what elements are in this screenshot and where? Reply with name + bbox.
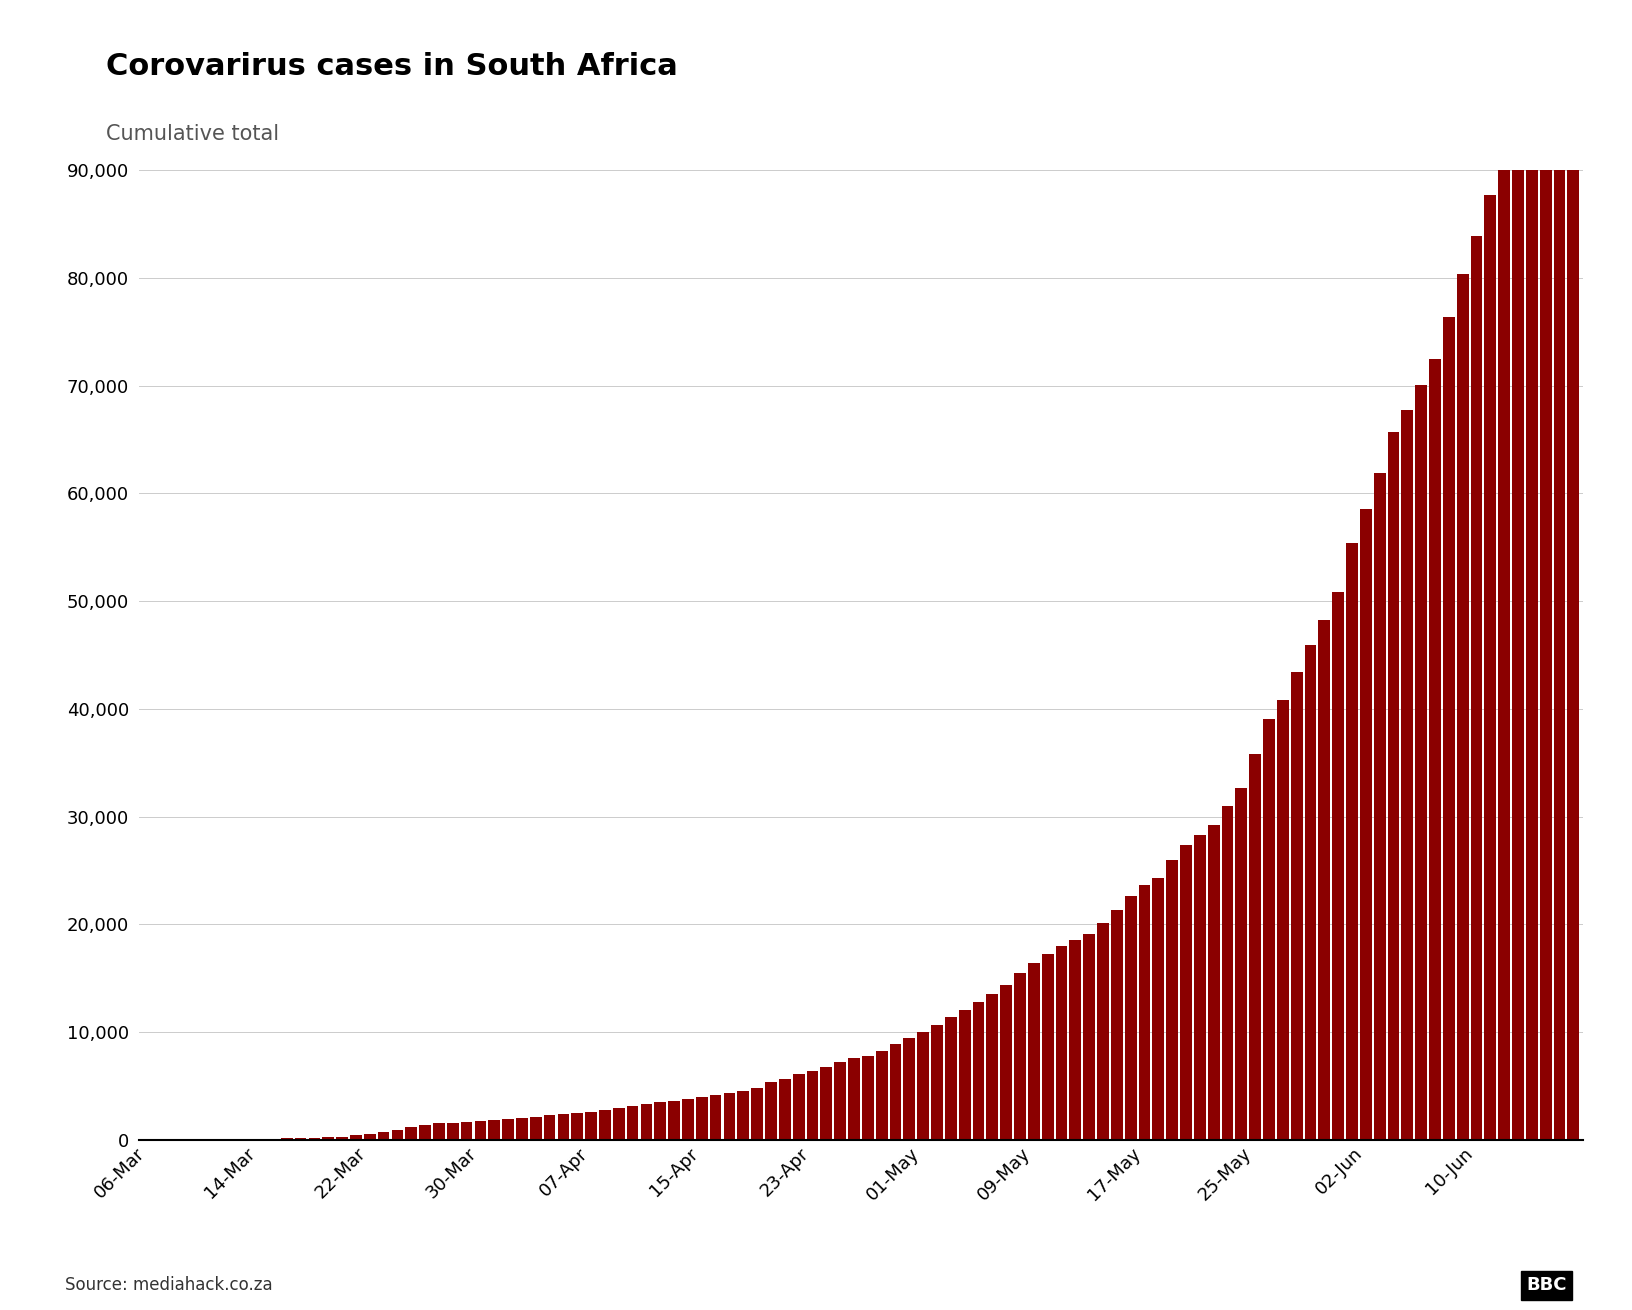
Bar xyxy=(1248,755,1262,1140)
Bar xyxy=(1097,924,1108,1140)
Bar xyxy=(1276,701,1289,1140)
Bar xyxy=(1069,939,1080,1140)
Text: Corovarirus cases in South Africa: Corovarirus cases in South Africa xyxy=(106,52,677,81)
Bar xyxy=(1554,0,1565,1140)
Bar xyxy=(1513,92,1524,1140)
Bar xyxy=(1000,985,1012,1140)
Bar xyxy=(751,1089,764,1140)
Bar xyxy=(1291,672,1302,1140)
Bar xyxy=(1319,620,1330,1140)
Bar xyxy=(447,1123,459,1140)
Bar xyxy=(876,1051,888,1140)
Bar xyxy=(364,1133,375,1140)
Bar xyxy=(1457,274,1469,1140)
Bar xyxy=(1124,896,1136,1140)
Bar xyxy=(765,1082,777,1140)
Bar xyxy=(917,1032,929,1140)
Bar xyxy=(1041,955,1054,1140)
Bar xyxy=(1263,719,1275,1140)
Bar xyxy=(1056,946,1067,1140)
Bar xyxy=(986,994,999,1140)
Bar xyxy=(558,1114,570,1140)
Text: Cumulative total: Cumulative total xyxy=(106,124,279,144)
Bar xyxy=(1498,141,1510,1140)
Bar xyxy=(1208,825,1219,1140)
Bar xyxy=(1013,972,1027,1140)
Bar xyxy=(503,1119,514,1140)
Bar xyxy=(349,1136,362,1140)
Bar xyxy=(778,1079,790,1140)
Bar xyxy=(1387,432,1399,1140)
Bar xyxy=(641,1104,653,1140)
Bar xyxy=(667,1100,681,1140)
Bar xyxy=(627,1106,638,1140)
Bar xyxy=(1567,0,1580,1140)
Bar xyxy=(1485,195,1497,1140)
Bar xyxy=(392,1129,403,1140)
Bar xyxy=(1304,645,1317,1140)
Bar xyxy=(475,1121,486,1140)
Bar xyxy=(834,1062,845,1140)
Bar xyxy=(1028,963,1040,1140)
Bar xyxy=(488,1120,499,1140)
Bar xyxy=(862,1056,873,1140)
Bar xyxy=(516,1117,527,1140)
Bar xyxy=(945,1018,956,1140)
Bar xyxy=(932,1024,943,1140)
Bar xyxy=(1470,236,1482,1140)
Bar xyxy=(432,1124,446,1140)
Bar xyxy=(1402,410,1413,1140)
Bar xyxy=(377,1132,390,1140)
Bar xyxy=(460,1121,473,1140)
Bar xyxy=(723,1093,736,1140)
Bar xyxy=(1111,910,1123,1140)
Bar xyxy=(849,1058,860,1140)
Bar xyxy=(1415,385,1426,1140)
Bar xyxy=(1167,861,1178,1140)
Bar xyxy=(614,1108,625,1140)
Bar xyxy=(682,1099,694,1140)
Bar xyxy=(419,1125,431,1140)
Bar xyxy=(1359,508,1373,1140)
Bar xyxy=(695,1096,708,1140)
Bar xyxy=(654,1103,666,1140)
Bar xyxy=(323,1137,335,1140)
Bar xyxy=(889,1044,901,1140)
Bar xyxy=(973,1002,984,1140)
Bar xyxy=(599,1110,610,1140)
Bar xyxy=(336,1137,348,1140)
Bar xyxy=(1152,878,1164,1140)
Bar xyxy=(710,1095,721,1140)
Bar xyxy=(1332,592,1345,1140)
Bar xyxy=(1084,934,1095,1140)
Bar xyxy=(1235,787,1247,1140)
Text: Source: mediahack.co.za: Source: mediahack.co.za xyxy=(65,1276,273,1294)
Bar xyxy=(738,1091,749,1140)
Bar xyxy=(806,1072,818,1140)
Bar xyxy=(1195,836,1206,1140)
Bar xyxy=(1222,806,1234,1140)
Bar xyxy=(1139,886,1151,1140)
Bar xyxy=(904,1039,916,1140)
Bar xyxy=(530,1116,542,1140)
Bar xyxy=(1430,359,1441,1140)
Bar xyxy=(1541,0,1552,1140)
Bar xyxy=(793,1074,805,1140)
Bar xyxy=(543,1115,555,1140)
Bar xyxy=(571,1112,583,1140)
Bar xyxy=(1180,845,1191,1140)
Text: BBC: BBC xyxy=(1526,1276,1567,1294)
Bar xyxy=(405,1127,418,1140)
Bar xyxy=(586,1112,597,1140)
Bar xyxy=(821,1066,832,1140)
Bar xyxy=(295,1138,307,1140)
Bar xyxy=(1374,473,1386,1140)
Bar xyxy=(308,1137,320,1140)
Bar xyxy=(1443,317,1454,1140)
Bar xyxy=(1526,46,1537,1140)
Bar xyxy=(1346,542,1358,1140)
Bar xyxy=(958,1010,971,1140)
